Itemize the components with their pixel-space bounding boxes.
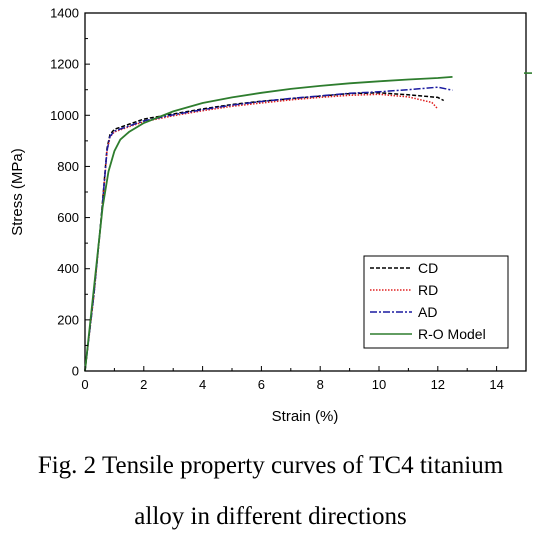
y-tick-label: 800 — [57, 159, 79, 174]
y-tick-label: 1400 — [50, 6, 79, 21]
legend-label: R-O Model — [418, 326, 486, 342]
x-axis-title: Strain (%) — [272, 408, 339, 425]
legend-label: AD — [418, 304, 437, 320]
x-tick-label: 6 — [258, 377, 265, 392]
series-line-ad — [84, 86, 453, 372]
x-tick-label: 0 — [81, 377, 88, 392]
y-axis-title: Stress (MPa) — [9, 148, 26, 236]
legend-label: RD — [418, 282, 438, 298]
plot-area — [84, 72, 532, 372]
series-line-r-o-model — [84, 76, 453, 372]
y-tick-label: 0 — [72, 364, 79, 379]
y-tick-label: 1000 — [50, 108, 79, 123]
legend-box — [363, 255, 509, 349]
axes: 0 2 4 6 8 10 12 14 0 200 400 600 800 1000 1200 1400 — [50, 6, 504, 393]
x-tick-label: 10 — [372, 377, 386, 392]
y-tick-label: 400 — [57, 261, 79, 276]
x-tick-label: 14 — [489, 377, 503, 392]
legend: CD RD AD R-O Model — [363, 255, 509, 349]
x-tick-label: 2 — [140, 377, 147, 392]
y-tick-label: 200 — [57, 312, 79, 327]
figure-caption-line2: alloy in different directions — [134, 503, 407, 530]
x-tick-label: 8 — [317, 377, 324, 392]
y-tick-label: 600 — [57, 210, 79, 225]
y-tick-label: 1200 — [50, 57, 79, 72]
figure-caption-line1: Fig. 2 Tensile property curves of TC4 ti… — [37, 452, 504, 479]
x-tick-label: 4 — [199, 377, 206, 392]
x-tick-label: 12 — [431, 377, 445, 392]
legend-label: CD — [418, 260, 438, 276]
tensile-chart: 0 2 4 6 8 10 12 14 0 200 400 600 800 1000 1200 1400 Str… — [9, 6, 532, 425]
